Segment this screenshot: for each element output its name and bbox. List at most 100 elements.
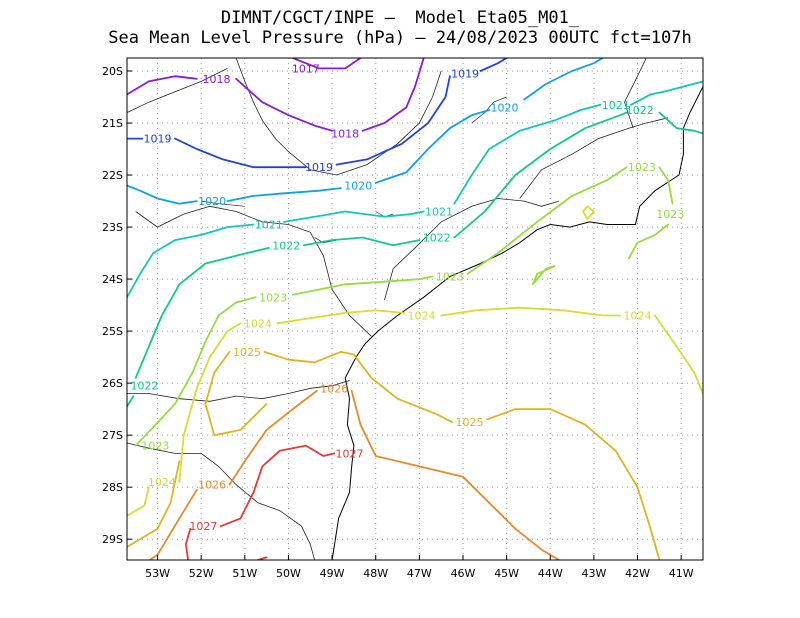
isobar-label: 1019 xyxy=(144,133,172,146)
lon-tick-label: 53W xyxy=(145,567,170,580)
axis-ticks: 53W 52W 51W 50W 49W 48W 47W 46W 45W 44W 43W 42W 41W 2… xyxy=(102,65,694,580)
coastline xyxy=(331,86,703,560)
lat-tick-label: 23S xyxy=(102,221,123,234)
isobar-label: 1022 xyxy=(626,104,654,117)
lat-tick-label: 29S xyxy=(102,533,123,546)
isobar-1019 xyxy=(174,137,307,169)
isobar-1026 xyxy=(148,488,198,560)
plot-frame xyxy=(126,57,704,561)
isobar-1023 xyxy=(658,166,674,205)
isobar-1018 xyxy=(235,77,333,132)
lon-tick-label: 47W xyxy=(407,567,432,580)
isobar-1023 xyxy=(134,296,257,447)
isobar-label: 1017 xyxy=(292,62,320,75)
isobar-1025 xyxy=(486,408,661,560)
state-border xyxy=(235,58,442,176)
isobar-label: 1020 xyxy=(490,101,518,114)
isobar-1023 xyxy=(291,275,434,296)
isobar-1024 xyxy=(654,314,703,395)
isobar-1026 xyxy=(350,390,560,560)
isobar-1018 xyxy=(361,58,425,132)
lon-tick-label: 43W xyxy=(581,567,606,580)
lat-tick-label: 21S xyxy=(102,117,123,130)
isobar-label: 1024 xyxy=(244,317,272,330)
lat-tick-label: 22S xyxy=(102,169,123,182)
isobar-1024 xyxy=(178,322,242,483)
isobar-1025 xyxy=(263,351,453,423)
isobar-label: 1026 xyxy=(198,479,226,492)
isobar-label: 1023 xyxy=(656,208,684,221)
lat-tick-label: 20S xyxy=(102,65,123,78)
state-border xyxy=(127,68,228,113)
isobar-1022 xyxy=(134,247,270,379)
isobar-label: 1023 xyxy=(141,440,169,453)
isobar-label: 1027 xyxy=(189,520,217,533)
isobar-label: 1022 xyxy=(423,231,451,244)
isobar-1022 xyxy=(453,111,628,239)
isobar-label: 1025 xyxy=(233,346,261,359)
isobar-labels: 1017 1018 1018 1019 1019 1019 1020 1020 1020 1021… xyxy=(130,62,684,533)
isobar-1019 xyxy=(479,58,508,72)
isobar-1020 xyxy=(523,58,604,101)
isobar-1021 xyxy=(630,80,703,106)
isobar-label: 1023 xyxy=(436,270,464,283)
lon-tick-label: 49W xyxy=(320,567,345,580)
lon-tick-label: 51W xyxy=(232,567,257,580)
isobar-label: 1018 xyxy=(331,127,359,140)
state-border xyxy=(135,205,372,337)
isobar-label: 1020 xyxy=(198,195,226,208)
lat-tick-label: 27S xyxy=(102,429,123,442)
lon-tick-label: 52W xyxy=(189,567,214,580)
lon-tick-label: 42W xyxy=(625,567,650,580)
isobar-1027 xyxy=(219,444,336,528)
isobar-1019 xyxy=(335,75,451,166)
isobar-label: 1022 xyxy=(130,380,158,393)
isobar-1022 xyxy=(127,395,135,408)
isobar-1026 xyxy=(228,390,318,486)
isobar-label: 1022 xyxy=(272,239,300,252)
lon-tick-label: 44W xyxy=(538,567,563,580)
lat-tick-label: 26S xyxy=(102,377,123,390)
state-border xyxy=(384,198,560,301)
isobar-1020 xyxy=(374,109,491,184)
isobar-1024 xyxy=(582,205,595,221)
isobar-1025 xyxy=(127,460,181,548)
lon-tick-label: 46W xyxy=(451,567,476,580)
isobar-label: 1026 xyxy=(320,382,348,395)
isobar-label: 1020 xyxy=(344,179,372,192)
state-border xyxy=(127,380,350,402)
river xyxy=(201,200,245,207)
lat-tick-label: 28S xyxy=(102,481,123,494)
map-title-line2: Sea Mean Level Pressure (hPa) – 24/08/20… xyxy=(108,28,692,48)
isobar-1021 xyxy=(453,103,602,205)
isobar-label: 1018 xyxy=(202,73,230,86)
lon-tick-label: 50W xyxy=(276,567,301,580)
isobar-label: 1024 xyxy=(624,310,652,323)
isobar-label: 1021 xyxy=(255,218,283,231)
isobar-label: 1019 xyxy=(305,161,333,174)
map-title-line1: DIMNT/CGCT/INPE – Model Eta05_M01_ xyxy=(220,8,580,28)
isobar-label: 1025 xyxy=(456,416,484,429)
isobar-1020 xyxy=(226,187,342,202)
state-border xyxy=(519,117,669,199)
isobar-label: 1024 xyxy=(408,310,436,323)
isobar-label: 1023 xyxy=(259,291,287,304)
isobar-1023 xyxy=(627,223,669,260)
isobar-1023 xyxy=(531,265,556,286)
lon-tick-label: 48W xyxy=(363,567,388,580)
isobar-label: 1019 xyxy=(451,68,479,81)
isobar-1023 xyxy=(466,166,628,275)
lat-tick-label: 25S xyxy=(102,325,123,338)
isobar-1027 xyxy=(185,527,192,560)
river xyxy=(471,96,507,124)
lat-tick-label: 24S xyxy=(102,273,123,286)
isobar-label: 1021 xyxy=(602,99,630,112)
isobar-1024 xyxy=(127,486,150,517)
isobar-1020 xyxy=(127,184,198,205)
geography xyxy=(127,58,703,560)
isobar-label: 1024 xyxy=(148,476,176,489)
isobar-1024 xyxy=(276,309,405,325)
isobar-1021 xyxy=(127,223,255,299)
isobar-1022 xyxy=(302,236,421,247)
